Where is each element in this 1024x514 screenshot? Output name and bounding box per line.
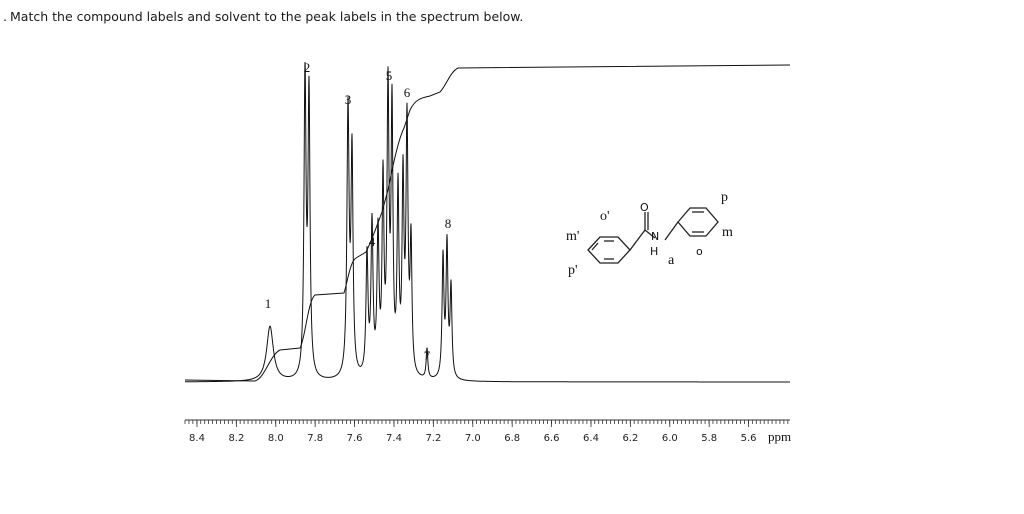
molecule-labels: m' o' p' O NHa o m p bbox=[566, 190, 733, 278]
molecule-label: p bbox=[721, 190, 728, 205]
molecule-label: p' bbox=[568, 263, 578, 278]
peak-label: 3 bbox=[345, 92, 352, 107]
spectrum: 1 2 3 4 56 7 8 bbox=[184, 60, 791, 383]
spectrum-trace bbox=[185, 61, 790, 383]
tick-label: 7.8 bbox=[307, 433, 323, 444]
tick-label: 7.6 bbox=[347, 433, 363, 444]
tick-label: 6.2 bbox=[622, 433, 638, 444]
tick-label: 7.2 bbox=[425, 433, 441, 444]
tick-label: 8.2 bbox=[228, 433, 244, 444]
molecule-label: o' bbox=[600, 209, 610, 224]
tick-label: 8.0 bbox=[268, 433, 284, 444]
axis-unit: ppm bbox=[768, 429, 791, 444]
peak-label: 8 bbox=[445, 216, 452, 231]
tick-label: 5.8 bbox=[701, 433, 717, 444]
tick-label: 6.0 bbox=[662, 433, 678, 444]
tick-label: 6.6 bbox=[544, 433, 560, 444]
molecule-label: N bbox=[651, 230, 659, 243]
molecule-label: m bbox=[722, 225, 733, 240]
peak-label: 4 bbox=[369, 234, 376, 249]
peak-label: 7 bbox=[424, 348, 431, 363]
molecule-label: m' bbox=[566, 229, 579, 244]
ppm-axis: 8.4 8.2 8.0 7.8 7.6 7.4 7.2 7.0 6.8 6.6 6.4 6.2 6.0 5… bbox=[184, 419, 791, 444]
peak-label: 6 bbox=[404, 85, 411, 100]
molecule-label: a bbox=[668, 253, 675, 268]
bullet: . bbox=[3, 9, 7, 24]
molecule-label: H bbox=[650, 245, 658, 258]
peak-label: 5 bbox=[386, 68, 393, 83]
question: Match the compound labels and solvent to… bbox=[10, 9, 523, 24]
peak-label: 2 bbox=[304, 60, 311, 75]
peak-label: 1 bbox=[265, 296, 272, 311]
molecule-label: o bbox=[696, 245, 703, 258]
tick-label: 5.6 bbox=[741, 433, 757, 444]
molecule bbox=[587, 207, 719, 264]
tick-label: 7.0 bbox=[465, 433, 481, 444]
tick-label: 6.8 bbox=[504, 433, 520, 444]
tick-label: 6.4 bbox=[583, 433, 599, 444]
integral-trace bbox=[184, 64, 791, 382]
molecule-label: O bbox=[640, 201, 649, 214]
tick-label: 7.4 bbox=[386, 433, 402, 444]
tick-label: 8.4 bbox=[189, 433, 205, 444]
